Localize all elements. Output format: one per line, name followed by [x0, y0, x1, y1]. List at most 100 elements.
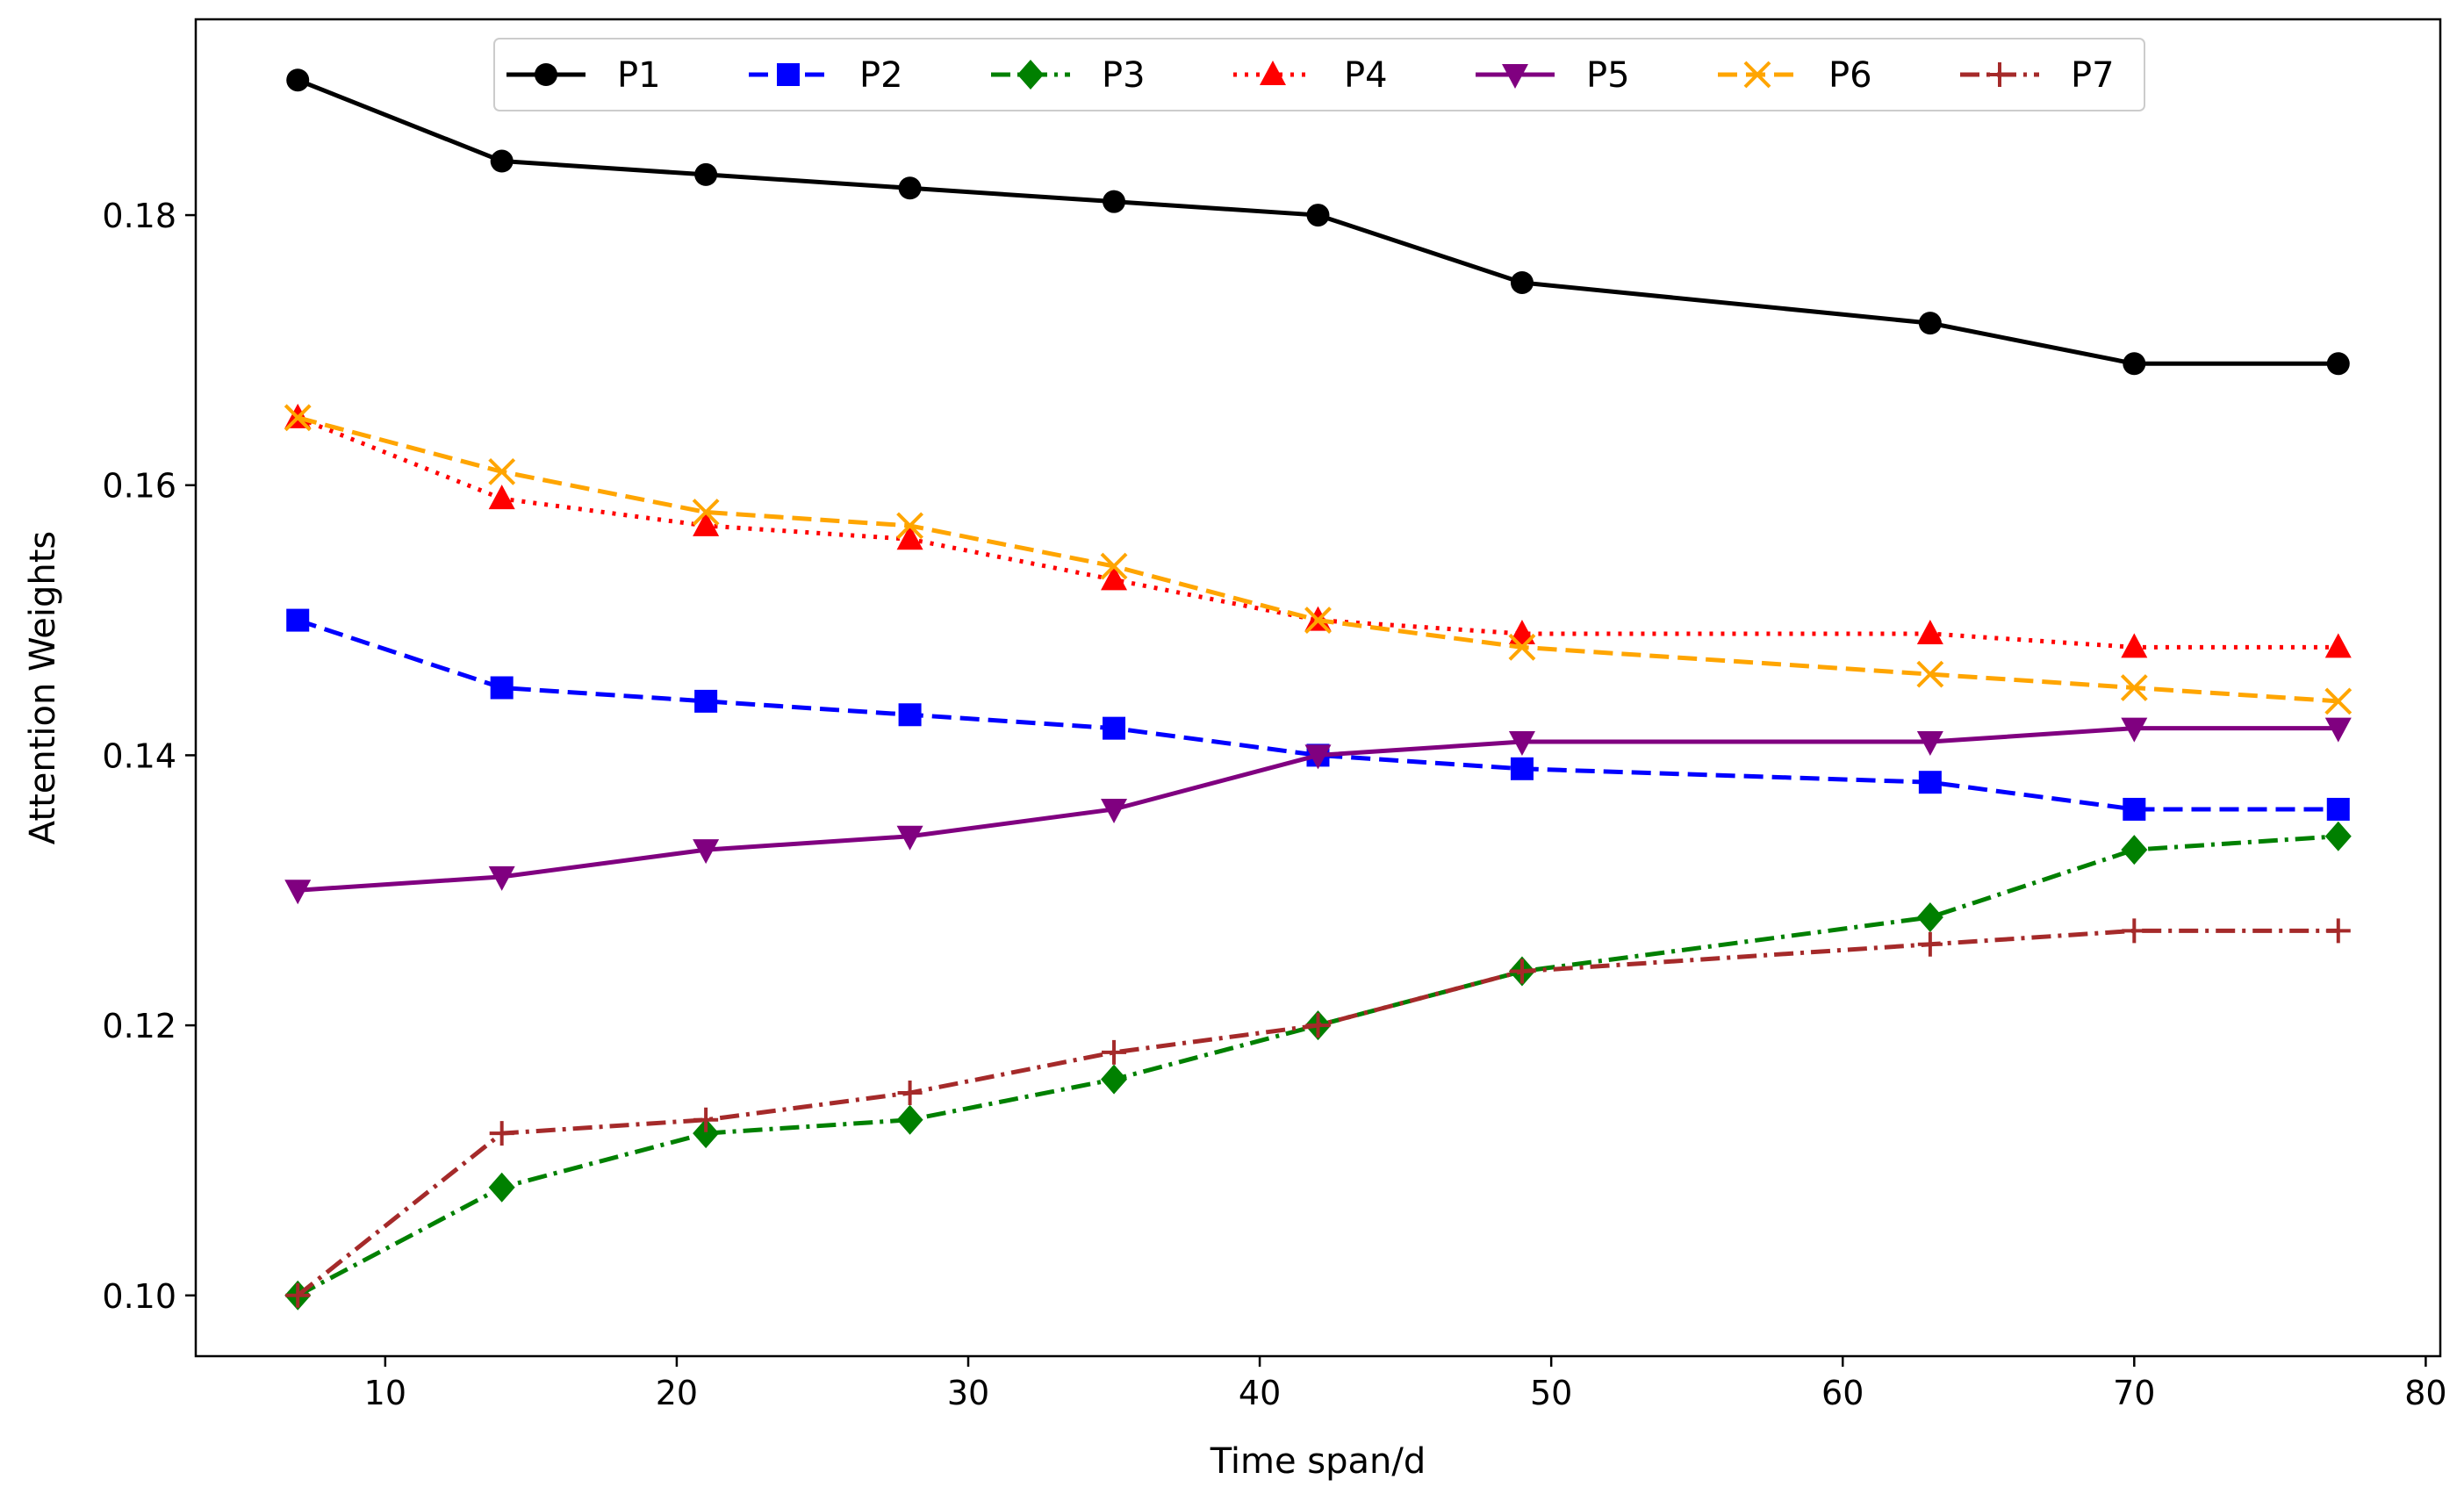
series-p7 [285, 918, 2351, 1308]
legend-box [493, 38, 2145, 111]
data-point [1304, 744, 1332, 770]
x-tick-label: 30 [947, 1374, 989, 1412]
data-point [693, 839, 720, 865]
data-point [1918, 771, 1942, 794]
series-line-p5 [298, 726, 2338, 893]
x-tick-label: 50 [1530, 1374, 1572, 1412]
data-point [2121, 717, 2148, 743]
legend-item-p1: P1 [506, 55, 661, 96]
legend-marker [1502, 64, 1528, 89]
legend-label: P1 [617, 55, 661, 96]
legend-marker [777, 63, 800, 86]
legend-item-p2: P2 [749, 55, 903, 96]
legend-marker [1017, 60, 1044, 90]
data-point [898, 703, 922, 727]
legend-label: P6 [1828, 55, 1872, 96]
x-tick-label: 20 [656, 1374, 698, 1412]
data-point [1100, 552, 1128, 580]
data-point [490, 149, 514, 173]
data-point [693, 511, 720, 536]
legend-marker [1260, 61, 1286, 85]
series-p2 [286, 608, 2350, 821]
data-point [488, 1172, 515, 1203]
data-point [1916, 660, 1944, 688]
data-point [284, 404, 312, 432]
series-line-p3 [297, 834, 2338, 1297]
data-point [2326, 352, 2350, 376]
data-point [2121, 633, 2148, 658]
data-point [1916, 619, 1943, 644]
series-line-p4 [297, 415, 2338, 650]
y-tick-label: 0.12 [102, 1007, 176, 1045]
series-p5 [284, 717, 2352, 905]
data-point [896, 525, 923, 550]
series-p6 [284, 404, 2353, 715]
data-point [489, 1121, 514, 1146]
x-tick-label: 60 [1821, 1374, 1864, 1412]
series-line-p7 [296, 928, 2338, 1297]
plot-frame [194, 18, 2442, 1358]
legend-label: P4 [1344, 55, 1388, 96]
legend-label: P3 [1102, 55, 1146, 96]
data-point [1101, 565, 1128, 591]
data-point [2324, 687, 2353, 715]
data-point [285, 1282, 311, 1308]
data-point [1508, 633, 1536, 661]
data-point [1916, 731, 1943, 757]
data-point [1510, 757, 1534, 780]
data-point [2120, 674, 2148, 701]
data-point [2121, 835, 2148, 865]
data-point [488, 457, 516, 485]
data-point [896, 825, 923, 851]
data-point [286, 608, 310, 632]
data-point [896, 512, 924, 540]
data-point [1102, 1039, 1127, 1065]
data-point [693, 1107, 719, 1132]
data-point [1917, 931, 1943, 957]
y-tick-label: 0.18 [102, 197, 176, 235]
data-point [2324, 717, 2352, 743]
data-point [1918, 312, 1942, 335]
x-tick-label: 10 [364, 1374, 406, 1412]
data-point [488, 865, 515, 891]
data-point [284, 880, 312, 905]
legend-item-p4: P4 [1233, 55, 1388, 96]
legend-item-p3: P3 [991, 55, 1146, 96]
legend-item-p7: P7 [1960, 55, 2115, 96]
legend-marker [535, 63, 557, 86]
series-line-p6 [297, 415, 2338, 704]
data-point [1508, 619, 1535, 644]
legend-marker [1743, 61, 1771, 89]
series-line-p2 [297, 618, 2338, 812]
data-point [1101, 798, 1128, 823]
legend-item-p6: P6 [1718, 55, 1872, 96]
x-tick-label: 70 [2113, 1374, 2155, 1412]
data-point [2123, 797, 2146, 821]
data-point [693, 1118, 720, 1149]
data-point [490, 676, 514, 700]
y-axis-title: Attention Weights [23, 531, 63, 845]
data-point [1510, 270, 1534, 294]
legend-label: P5 [1586, 55, 1630, 96]
y-tick-label: 0.14 [102, 736, 176, 775]
data-point [1509, 959, 1534, 984]
data-point [2325, 918, 2351, 944]
data-point [1305, 1013, 1331, 1038]
data-point [1306, 204, 1330, 227]
legend-item-p5: P5 [1476, 55, 1630, 96]
legend-marker [1987, 62, 2012, 87]
data-point [1304, 607, 1332, 634]
plot-area [284, 68, 2353, 1311]
data-point [2326, 797, 2350, 821]
data-point [1103, 716, 1126, 740]
x-tick-label: 40 [1239, 1374, 1281, 1412]
data-point [898, 176, 922, 200]
axes: 10 20 30 40 50 60 70 80 0.10 0.12 0.14 0.16 0.18 [102, 18, 2447, 1412]
data-point [286, 68, 310, 92]
series-p1 [286, 68, 2350, 376]
data-point [692, 499, 720, 526]
series-line-p1 [297, 77, 2338, 366]
legend-label: P7 [2071, 55, 2115, 96]
data-point [1916, 902, 1943, 933]
